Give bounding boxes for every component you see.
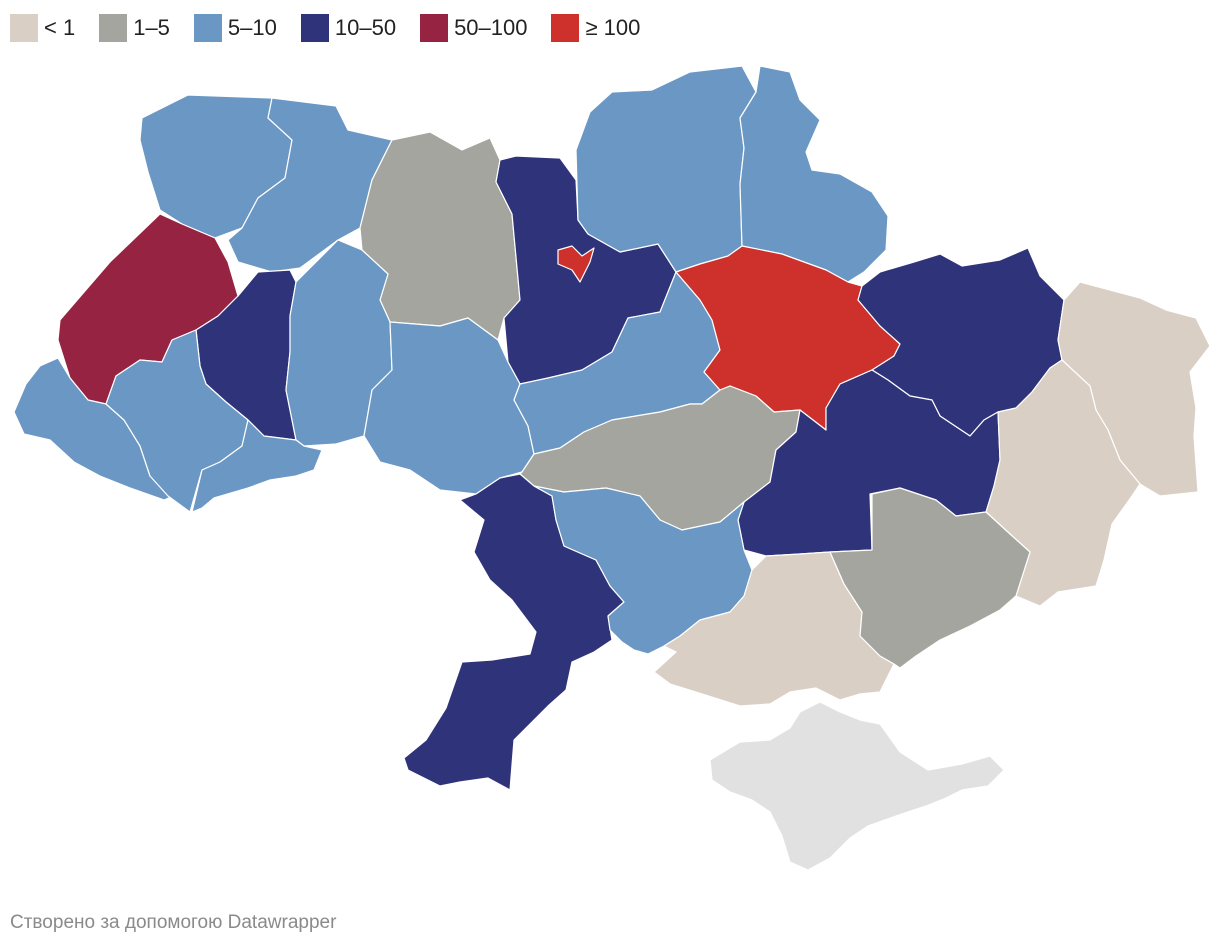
legend-item-50-100: 50–100 (420, 14, 527, 42)
legend-item-lt-1: < 1 (10, 14, 75, 42)
legend-item-10-50: 10–50 (300, 14, 397, 42)
legend-swatch (300, 14, 329, 42)
legend-swatch (10, 14, 38, 42)
region-chernivtsi[interactable] (191, 419, 323, 513)
region-crimea[interactable] (709, 701, 1005, 871)
legend-swatch (551, 14, 580, 42)
legend-item-5-10: 5–10 (193, 14, 277, 42)
region-chernihiv[interactable] (575, 65, 757, 273)
legend-label: < 1 (44, 15, 76, 40)
legend-label: 50–100 (454, 15, 528, 40)
legend-label: ≥ 100 (585, 15, 641, 40)
datawrapper-credit: Створено за допомогою Datawrapper (10, 912, 337, 933)
region-kyiv-city[interactable] (557, 245, 595, 283)
legend-swatch (99, 14, 128, 42)
legend: < 1 1–5 5–10 10–50 50–100 ≥ 100 (10, 12, 640, 44)
legend-label: 5–10 (227, 15, 277, 40)
legend-item-1-5: 1–5 (99, 14, 170, 42)
legend-swatch (193, 14, 222, 42)
region-sumy[interactable] (739, 65, 889, 283)
region-zaporizhzhia[interactable] (829, 487, 1031, 669)
legend-swatch (420, 14, 449, 42)
legend-item-gte-100: ≥ 100 (551, 14, 640, 42)
legend-label: 1–5 (133, 15, 170, 40)
legend-label: 10–50 (334, 15, 397, 40)
